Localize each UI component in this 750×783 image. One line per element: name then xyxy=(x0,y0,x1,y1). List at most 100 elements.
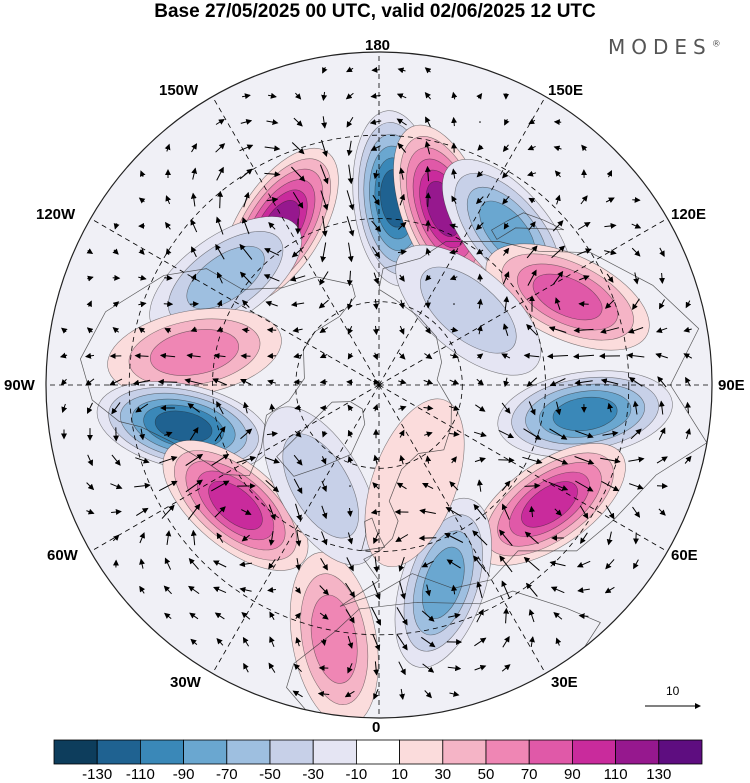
coastline-africa xyxy=(286,590,601,718)
wind-vector xyxy=(189,426,199,441)
wind-vector xyxy=(322,66,328,74)
wind-vector xyxy=(474,457,486,463)
wind-vector xyxy=(499,529,513,547)
wind-vector xyxy=(477,273,484,282)
wind-vector xyxy=(372,403,379,412)
wind-vector xyxy=(605,559,615,570)
wind-vector xyxy=(347,455,354,464)
wind-vector xyxy=(347,532,354,545)
wind-vector xyxy=(347,352,354,360)
wind-vector xyxy=(370,508,381,515)
wind-vector xyxy=(265,480,280,493)
wind-vector xyxy=(216,532,224,543)
wind-vector xyxy=(449,481,459,491)
wind-vector xyxy=(243,662,249,673)
modes-logo-text: MODES xyxy=(608,35,712,59)
wind-vector xyxy=(239,144,254,152)
wind-vector xyxy=(632,400,639,415)
wind-vector xyxy=(451,584,458,595)
wind-vector xyxy=(190,326,198,333)
wind-vector xyxy=(399,193,406,206)
wind-vector xyxy=(112,534,120,542)
wind-vector xyxy=(449,352,459,359)
wind-vector xyxy=(264,457,280,464)
wind-vector xyxy=(524,482,541,489)
wind-vector xyxy=(371,66,380,73)
meridian-240 xyxy=(90,218,380,386)
wind-vector xyxy=(112,301,120,308)
wind-vector xyxy=(373,378,380,385)
wind-vector xyxy=(554,508,562,516)
wind-vector xyxy=(629,483,644,490)
wind-vector xyxy=(425,192,432,207)
wind-vector xyxy=(573,353,595,360)
wind-vector xyxy=(551,245,566,259)
wind-vector xyxy=(447,665,462,672)
wind-vector xyxy=(396,607,408,626)
wind-vector xyxy=(87,275,94,282)
lon-label-60e: 60E xyxy=(671,547,698,564)
wind-vector xyxy=(159,455,178,464)
wind-vector xyxy=(295,503,302,522)
wind-vector xyxy=(451,116,458,127)
wind-vector xyxy=(422,482,434,490)
colorbar-swatch xyxy=(528,739,573,765)
wind-vector xyxy=(424,92,431,100)
coastline-british-isles xyxy=(361,517,386,552)
wind-vector xyxy=(110,483,123,490)
wind-vector xyxy=(264,248,280,256)
wind-vector xyxy=(528,221,536,231)
colorbar-tick-label: 50 xyxy=(477,766,495,783)
wind-vector xyxy=(522,456,543,465)
wind-vector xyxy=(293,117,303,127)
wind-vector xyxy=(211,480,230,492)
wind-vector xyxy=(165,248,172,256)
wind-vector xyxy=(345,609,355,624)
wind-vector xyxy=(111,402,121,415)
wind-vector xyxy=(601,480,620,492)
wind-vector xyxy=(529,636,535,647)
registered-mark: ® xyxy=(711,39,721,50)
wind-vector xyxy=(424,353,433,360)
wind-vector xyxy=(268,559,276,570)
wind-vector xyxy=(268,221,276,230)
colorbar-swatch xyxy=(485,739,530,765)
wind-vector xyxy=(474,664,487,671)
wind-vector xyxy=(189,612,199,620)
wind-vector xyxy=(632,298,640,311)
wind-vector xyxy=(548,326,567,333)
wind-vector xyxy=(555,637,562,646)
wind-vector xyxy=(240,428,253,440)
wind-vector xyxy=(243,191,250,208)
wind-vector xyxy=(633,272,640,285)
wind-vector xyxy=(498,457,515,464)
wind-vector xyxy=(397,142,407,153)
wind-vector xyxy=(347,164,354,185)
wind-vector xyxy=(683,326,692,333)
wind-vector xyxy=(655,327,668,333)
wind-vector xyxy=(373,299,379,310)
wind-vector xyxy=(240,379,252,385)
wind-vector xyxy=(139,532,145,544)
wind-vector xyxy=(214,506,226,518)
wind-vector xyxy=(190,192,197,207)
wind-vector xyxy=(473,503,487,520)
wind-vector xyxy=(549,560,566,567)
wind-vector xyxy=(347,635,354,649)
wind-vector xyxy=(683,353,693,359)
lon-label-30w: 30W xyxy=(170,674,201,691)
wind-vector xyxy=(188,585,200,595)
wind-vector xyxy=(398,556,405,572)
wind-vector xyxy=(346,116,354,128)
wind-vector xyxy=(239,586,252,593)
wind-vector xyxy=(421,560,434,568)
wind-vector xyxy=(549,378,566,387)
wind-vector xyxy=(476,353,484,360)
wind-vector xyxy=(501,402,511,414)
wind-vector xyxy=(321,531,328,546)
colorbar-tick-label: -110 xyxy=(125,766,155,783)
wind-vector xyxy=(269,636,275,647)
wind-vector xyxy=(164,143,171,152)
colorbar-swatch xyxy=(183,739,228,765)
wind-vector xyxy=(216,401,224,415)
